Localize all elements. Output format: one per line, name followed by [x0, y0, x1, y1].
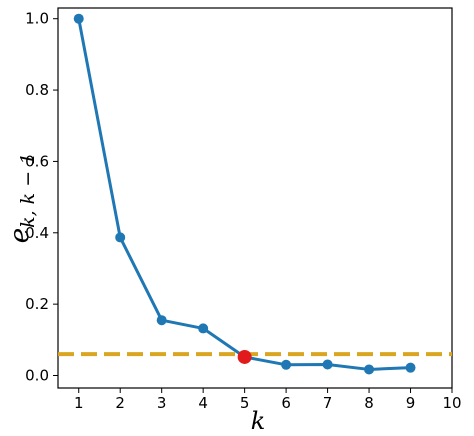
x-tick-label: 7: [323, 394, 333, 412]
x-axis-label: k: [251, 407, 266, 435]
x-tick-label: 2: [115, 394, 125, 412]
y-tick-label: 0.6: [25, 152, 49, 170]
plot-area-frame: [57, 7, 453, 389]
y-tick-label: 0.4: [25, 224, 49, 242]
x-tick-label: 4: [198, 394, 208, 412]
y-tick-label: 0.0: [25, 367, 49, 385]
y-tick-label: 0.8: [25, 81, 49, 99]
data-point: [364, 364, 375, 375]
data-point: [281, 359, 292, 370]
y-tick-label: 1.0: [25, 10, 49, 28]
highlight-point: [237, 349, 252, 364]
x-tick-label: 1: [74, 394, 84, 412]
x-tick-label: 8: [364, 394, 374, 412]
y-tick-label: 0.2: [25, 295, 49, 313]
series-line: [77, 18, 411, 371]
x-tick-label: 10: [442, 394, 461, 412]
data-point: [405, 362, 416, 373]
x-tick-label: 9: [406, 394, 416, 412]
x-tick-label: 6: [281, 394, 291, 412]
data-point: [156, 315, 167, 326]
data-point: [322, 359, 333, 370]
y-axis-label-subscript: k, k − 1: [17, 153, 39, 228]
x-tick-label: 5: [240, 394, 250, 412]
data-point: [115, 232, 126, 243]
x-tick-label: 3: [157, 394, 167, 412]
y-axis-label-base: e: [5, 228, 35, 243]
data-point: [198, 323, 209, 334]
data-point: [73, 13, 84, 24]
y-axis-label: ek, k − 1: [5, 153, 39, 244]
